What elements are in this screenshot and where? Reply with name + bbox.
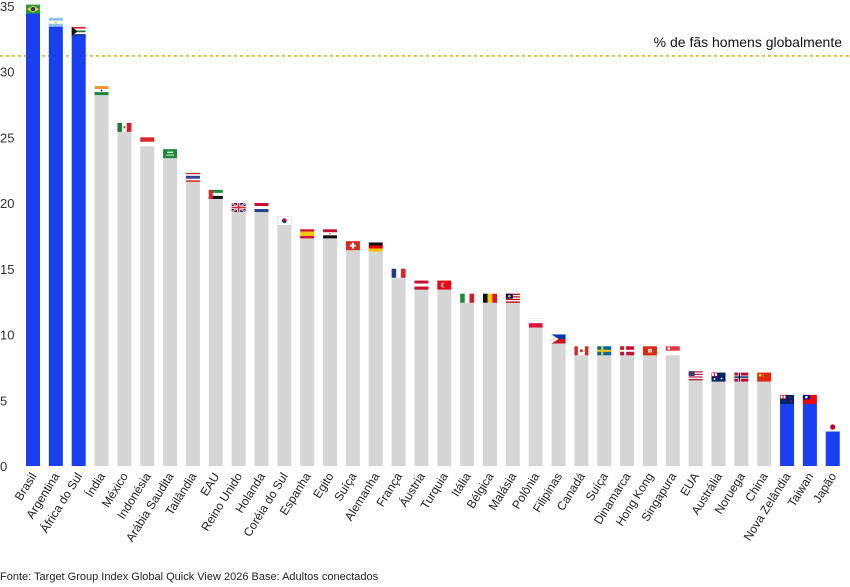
philippines-flag-icon [551,334,566,344]
hong-kong-flag-icon [642,346,657,356]
bar-chart: 35 30 25 20 15 10 5 0 % de fãs homens globalment… [0,0,850,544]
y-tick-label: 10 [0,328,14,343]
south-africa-flag-icon [71,26,86,36]
bar-uae [208,197,223,466]
canada-flag-icon [574,346,589,356]
bar-hong-kong [642,354,657,466]
bar-united-kingdom [231,211,246,466]
bar-canada [574,354,589,466]
bar-netherlands [254,211,269,466]
bar-brazil [26,12,40,466]
y-tick-label: 20 [0,196,14,211]
bar-south-korea [277,224,292,466]
y-tick-label: 0 [0,459,7,474]
bar-germany [368,250,383,466]
india-flag-icon [94,86,109,96]
bar-denmark [620,354,635,466]
germany-flag-icon [368,242,383,252]
new-zealand-flag-icon [780,394,795,404]
bar-turkey [437,288,452,466]
bar-indonesia [140,145,155,467]
thailand-flag-icon [185,172,200,182]
austria-flag-icon [414,280,429,290]
bar-argentina [48,25,63,466]
bar-belgium [483,301,497,466]
x-tick-label: Japão [810,470,839,505]
switzerland-flag-icon [345,241,360,251]
united-kingdom-flag-icon [231,202,247,213]
bar-new-zealand [780,402,795,466]
egypt-flag-icon [323,229,338,239]
taiwan-flag-icon [802,394,817,404]
bar-france [391,276,406,466]
bar-south-africa [71,34,86,467]
australia-flag-icon [711,372,726,382]
saudi-arabia-flag-icon [163,149,178,159]
bar-australia [711,380,726,466]
bar-mexico [117,130,132,466]
denmark-flag-icon [620,346,635,356]
poland-flag-icon [528,318,543,328]
reference-line-label: % de fãs homens globalmente [654,34,843,50]
bar-india [94,94,109,467]
bar-egypt [323,237,338,466]
netherlands-flag-icon [254,203,269,213]
y-tick-label: 30 [0,65,14,80]
bar-taiwan [802,402,817,466]
mexico-flag-icon [117,122,132,132]
france-flag-icon [391,268,406,278]
bar-usa [688,379,703,466]
argentina-flag-icon [48,17,63,27]
usa-flag-icon [688,371,703,381]
bar-sweden [597,354,612,466]
japan-flag-icon [825,422,840,432]
source-note: Fonte: Target Group Index Global Quick V… [0,571,379,583]
bar-poland [528,326,543,466]
brazil-flag-icon [26,4,40,14]
y-tick-label: 15 [0,262,14,277]
y-tick-label: 35 [0,0,14,14]
singapore-flag-icon [665,346,680,356]
norway-flag-icon [734,372,749,382]
china-flag-icon [757,372,772,382]
bar-philippines [551,342,566,466]
bar-austria [414,288,429,466]
belgium-flag-icon [483,293,498,303]
bar-thailand [185,180,200,467]
bar-china [757,380,772,466]
bar-malaysia [505,301,520,466]
bar-switzerland [345,249,360,466]
uae-flag-icon [208,189,223,199]
south-korea-flag-icon [277,215,292,226]
bar-saudi-arabia [163,157,178,466]
bar-japan [825,430,840,466]
bar-norway [734,380,749,466]
malaysia-flag-icon [505,293,520,303]
turkey-flag-icon [437,280,452,290]
bar-spain [300,237,315,466]
italy-flag-icon [460,293,475,303]
sweden-flag-icon [597,346,612,356]
bar-italy [460,301,475,466]
indonesia-flag-icon [140,137,155,147]
spain-flag-icon [300,229,315,239]
y-tick-label: 5 [0,393,7,408]
bar-singapore [665,354,680,466]
y-tick-label: 25 [0,130,14,145]
